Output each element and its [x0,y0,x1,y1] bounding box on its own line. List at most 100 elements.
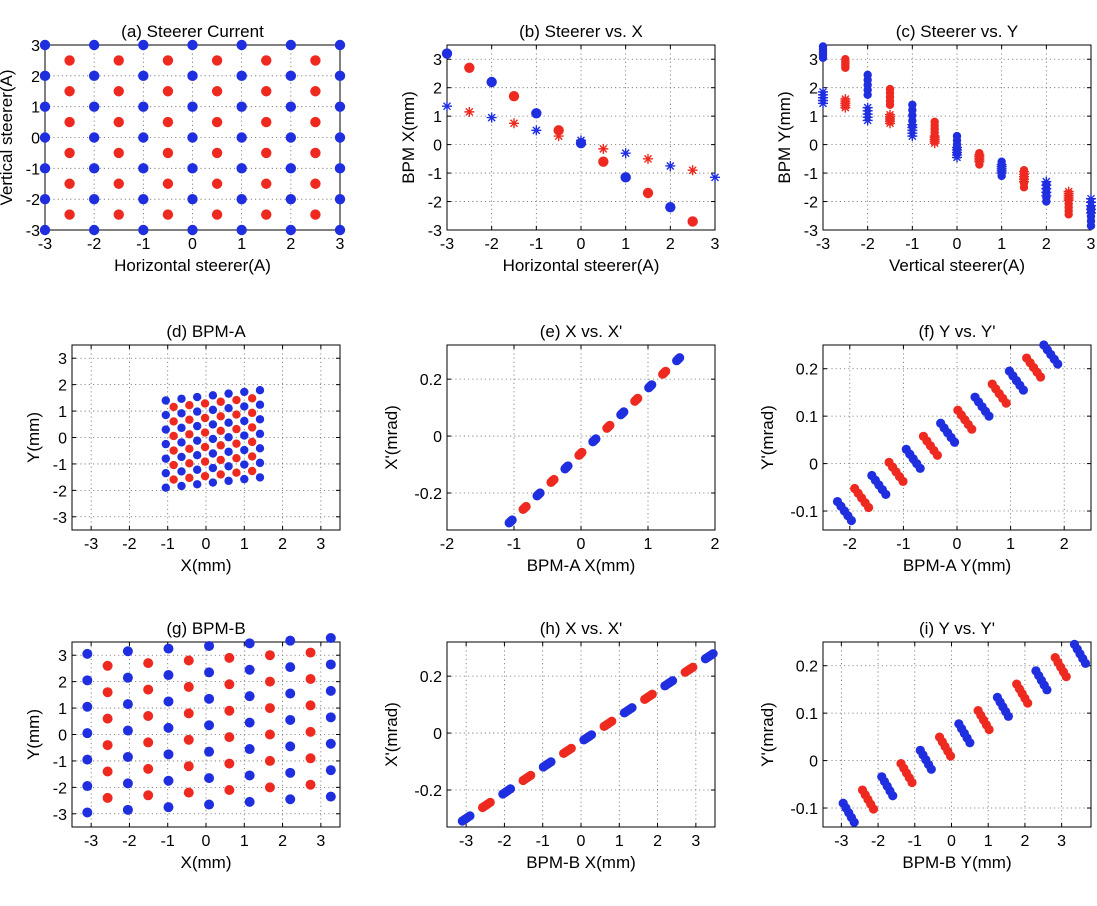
y-tick-label: 2 [809,81,818,98]
blue-dot-point [285,101,297,112]
blue-dot-point [177,438,186,447]
blue-star-point [818,86,828,97]
blue-dot-point [255,400,265,409]
x-axis-label: BPM-B X(mm) [526,853,636,872]
red-dot-point [185,400,194,410]
red-dot-point [200,442,210,452]
y-tick-label: 0 [433,138,442,155]
y-tick-label: 0 [31,131,40,148]
x-axis-label: BPM-B Y(mm) [902,853,1011,872]
blue-dot-point [163,775,174,786]
red-dot-point [64,55,75,66]
y-tick-label: -0.1 [790,504,818,521]
blue-dot-point [224,462,233,471]
red-dot-point [216,455,225,465]
red-dot-point [113,209,124,220]
blue-dot-point [187,101,198,112]
blue-dot-point [441,48,453,59]
x-tick-label: 0 [577,833,586,850]
red-dot-point [264,703,275,714]
x-tick-label: 3 [1057,833,1066,850]
red-dot-point [216,426,225,436]
blue-dot-point [325,659,336,670]
y-tick-label: 0.1 [796,409,818,426]
blue-dot-point [192,421,202,431]
red-dot-point [216,441,225,450]
x-tick-label: 1 [644,536,653,553]
y-tick-label: 0.2 [796,659,818,676]
x-tick-label: -1 [896,536,910,553]
red-dot-point [143,737,154,748]
y-tick-label: 3 [433,52,442,69]
blue-dot-point [224,403,233,413]
blue-dot-point [1080,658,1091,668]
panel-title: (h) X vs. X' [540,619,623,638]
y-tick-label: -3 [53,807,67,824]
blue-dot-point [39,101,51,112]
red-dot-point [310,209,321,220]
red-dot-point [183,708,194,719]
red-dot-point [224,758,235,769]
blue-dot-point [224,447,233,456]
blue-dot-point [39,193,51,205]
red-dot-point [211,178,223,189]
y-tick-label: 0 [433,726,442,743]
blue-dot-point [244,638,255,649]
blue-dot-point [531,108,542,119]
red-dot-point [261,116,272,128]
x-tick-label: -3 [816,236,830,253]
blue-dot-point [546,757,556,767]
red-dot-point [64,209,75,220]
x-tick-label: 3 [316,536,325,553]
red-dot-point [687,216,698,227]
blue-dot-point [244,744,255,755]
blue-dot-point [163,643,174,654]
y-tick-label: 0 [809,138,818,155]
blue-dot-point [82,781,93,792]
y-tick-label: 2 [58,675,67,692]
y-tick-label: -2 [53,780,67,797]
x-tick-label: 0 [188,236,197,253]
blue-dot-point [122,751,133,762]
x-tick-label: -1 [908,833,922,850]
y-tick-label: -2 [26,192,40,209]
blue-dot-point [563,461,573,471]
blue-dot-point [244,691,255,702]
blue-star-point [486,112,497,123]
x-tick-label: -3 [459,833,473,850]
red-dot-point [183,655,194,666]
red-dot-point [264,755,275,766]
blue-dot-point [192,465,202,474]
x-tick-label: 0 [577,536,586,553]
x-tick-label: -3 [440,236,454,253]
red-dot-point [1064,195,1073,205]
red-dot-point [898,476,908,486]
red-star-point [929,131,940,142]
y-tick-label: -2 [428,195,442,212]
red-star-point [840,94,851,105]
red-dot-point [647,689,657,699]
red-dot-point [521,501,531,512]
x-tick-label: 1 [1006,536,1015,553]
blue-dot-point [138,193,149,205]
blue-dot-point [236,70,247,82]
x-tick-label: 3 [691,833,700,850]
red-dot-point [211,55,223,66]
red-dot-point [261,86,272,97]
x-tick-label: -3 [84,536,98,553]
blue-dot-point [667,676,678,686]
blue-dot-point [163,749,174,760]
panel-b: -3 -2 -1 0 1 2 3 -3 -2 -1 0 1 2 3 (b) Steerer vs. X Hor… [399,22,720,275]
blue-dot-point [187,70,198,82]
panel-g: -3 -2 -1 0 1 2 3 -3 -2 -1 0 1 2 3 (g) BPM-B X(mm) Y(mm) [24,619,341,872]
blue-dot-point [177,481,186,491]
blue-dot-point [208,434,218,444]
red-dot-point [113,147,124,159]
blue-dot-point [236,132,247,143]
x-tick-label: -2 [122,536,136,553]
red-dot-point [200,428,210,437]
blue-dot-point [285,224,297,236]
red-dot-point [200,399,210,408]
red-dot-point [185,459,194,468]
y-tick-label: 0 [433,429,442,446]
